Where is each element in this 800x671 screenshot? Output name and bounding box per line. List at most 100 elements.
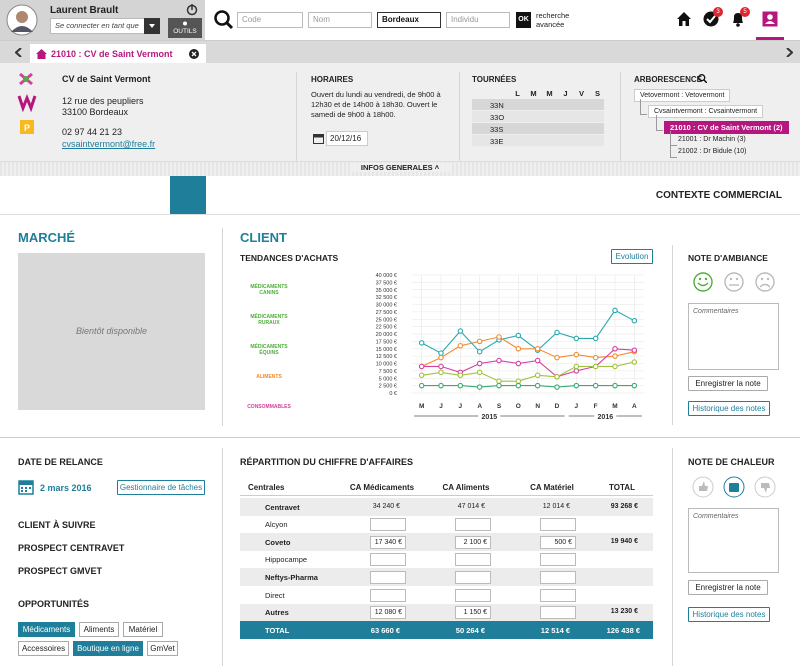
y-tick-label: 7 500 € <box>379 369 397 375</box>
code-input[interactable]: Code <box>237 12 303 28</box>
amount-input[interactable] <box>455 588 491 602</box>
tasks-button[interactable]: Gestionnaire de tâches <box>117 480 205 495</box>
individual-input[interactable]: Individu <box>446 12 510 28</box>
heat-history-button[interactable]: Historique des notes <box>688 607 770 622</box>
amount-input[interactable]: 1 150 € <box>455 606 491 620</box>
row-total: 13 230 € <box>610 608 638 616</box>
column-header: Centrales <box>248 483 285 492</box>
amount-input[interactable] <box>370 553 406 567</box>
series-line <box>421 309 635 354</box>
opportunities-title: OPPORTUNITÉS <box>18 599 90 609</box>
mood-icons[interactable] <box>692 271 782 293</box>
amount-input[interactable] <box>540 570 576 584</box>
infos-toggle[interactable]: INFOS GENERALES ˄ <box>350 163 450 172</box>
tab-close[interactable] <box>189 49 199 59</box>
advanced-search-link[interactable]: recherche avancée <box>536 11 570 29</box>
heat-comment[interactable]: Commentaires <box>688 508 779 573</box>
amount-input[interactable]: 12 080 € <box>370 606 406 620</box>
tab-prev[interactable] <box>15 48 23 57</box>
tree-zoom-icon[interactable] <box>698 74 707 83</box>
amount-input[interactable] <box>540 606 576 620</box>
city-input[interactable]: Bordeaux <box>377 12 441 28</box>
series-point <box>438 363 444 370</box>
series-point <box>418 382 425 389</box>
tree-node[interactable]: 21001 : Dr Machin (3) <box>678 136 746 143</box>
svg-text:P: P <box>24 123 30 133</box>
series-point <box>418 340 425 346</box>
mood-comment[interactable]: Commentaires <box>688 303 779 370</box>
y-tick-label: 35 000 € <box>376 288 397 294</box>
tree-node[interactable]: 21002 : Dr Bidule (10) <box>678 148 747 155</box>
heat-save-button[interactable]: Enregistrer la note <box>688 580 768 595</box>
series-point <box>438 350 444 356</box>
amount-input[interactable]: 500 € <box>540 535 576 549</box>
x-tick-label: J <box>459 403 463 410</box>
tools-button[interactable]: OUTILS <box>168 18 202 38</box>
toolbar-active[interactable] <box>170 176 206 214</box>
opportunity-tag[interactable]: Médicaments <box>18 622 75 637</box>
divider <box>672 448 673 666</box>
amount-input[interactable] <box>540 588 576 602</box>
amount-input[interactable]: 2 100 € <box>455 535 491 549</box>
amount-input[interactable] <box>370 570 406 584</box>
select-arrow[interactable] <box>144 18 160 34</box>
profile-tab[interactable] <box>756 0 784 40</box>
mood-history-button[interactable]: Historique des notes <box>688 401 770 416</box>
contact-email[interactable]: cvsaintvermont@free.fr <box>62 139 156 149</box>
tasks-badge: 3 <box>713 7 723 17</box>
search-icon[interactable] <box>214 10 234 30</box>
amount-input[interactable] <box>540 518 576 532</box>
opportunity-tag[interactable]: Accessoires <box>18 641 69 656</box>
y-tick-label: 0 € <box>389 391 397 397</box>
y-tick-label: 17 500 € <box>376 339 397 345</box>
column-header: CA Aliments <box>442 483 490 492</box>
round-code: 33N <box>490 100 504 110</box>
amount-input[interactable] <box>455 553 491 567</box>
day-label: V <box>578 89 584 98</box>
login-as-select[interactable]: Se connecter en tant que <box>50 18 160 34</box>
tools-icon <box>183 21 187 26</box>
tree-node[interactable]: Cvsaintvermont : Cvsaintvermont <box>648 105 764 118</box>
tree-connector <box>656 115 663 131</box>
date-icon <box>18 480 34 495</box>
power-icon[interactable] <box>186 4 198 16</box>
series-point <box>554 354 560 361</box>
amount-input[interactable]: 17 340 € <box>370 535 406 549</box>
evolution-button[interactable]: Evolution <box>611 249 653 264</box>
ok-button[interactable]: OK <box>516 12 531 28</box>
opportunity-tag[interactable]: Matériel <box>123 622 163 637</box>
amount-input[interactable] <box>540 553 576 567</box>
amount: 34 240 € <box>372 502 400 510</box>
series-line <box>421 336 635 367</box>
year-label: 2016 <box>598 414 614 421</box>
follow-up-date: 2 mars 2016 <box>40 483 92 493</box>
amount-input[interactable] <box>455 518 491 532</box>
tab-next[interactable] <box>785 48 793 57</box>
avatar <box>6 4 38 36</box>
amount-input[interactable] <box>370 588 406 602</box>
amount-input[interactable] <box>370 518 406 532</box>
toolbar <box>0 176 800 215</box>
tree-node[interactable]: Vetovermont : Vetovermont <box>634 89 731 102</box>
open-tab[interactable] <box>30 44 206 63</box>
name-input[interactable]: Nom <box>308 12 372 28</box>
opportunity-tag[interactable]: GmVet <box>147 641 178 656</box>
opportunity-tag[interactable]: Aliments <box>79 622 119 637</box>
series-line <box>421 385 635 388</box>
day-label: S <box>594 89 600 98</box>
product-label: MÉDICAMENTS RURAUX <box>250 314 288 326</box>
tree-node[interactable]: 21010 : CV de Saint Vermont (2) <box>664 121 789 134</box>
mood-save-button[interactable]: Enregistrer la note <box>688 376 768 391</box>
home-icon[interactable] <box>676 11 692 27</box>
y-tick-label: 10 000 € <box>376 362 397 368</box>
revenue-title: RÉPARTITION DU CHIFFRE D'AFFAIRES <box>240 457 413 467</box>
opportunity-tag[interactable]: Boutique en ligne <box>73 641 143 656</box>
heat-title: NOTE DE CHALEUR <box>688 457 775 467</box>
calendar-icon <box>313 134 324 144</box>
heat-icons[interactable] <box>692 476 782 498</box>
section-divider <box>0 437 800 438</box>
grand-total: 126 438 € <box>606 626 640 636</box>
series-point <box>534 345 541 352</box>
amount-input[interactable] <box>455 570 491 584</box>
contact-name: CV de Saint Vermont <box>62 74 151 84</box>
